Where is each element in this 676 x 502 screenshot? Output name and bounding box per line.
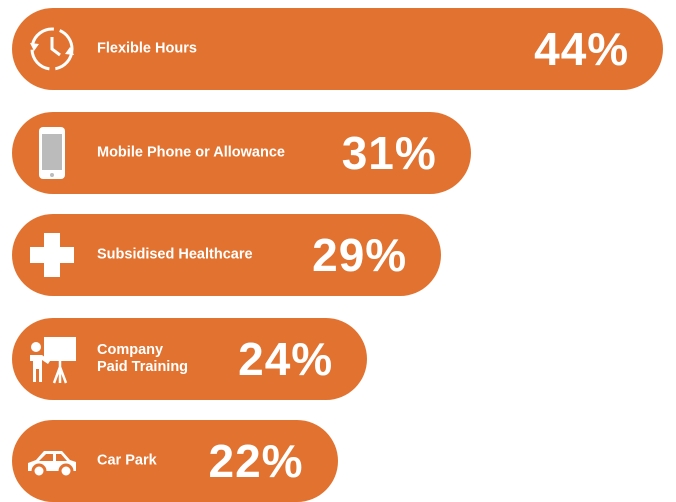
value-label: 44% bbox=[534, 23, 630, 75]
category-label: Flexible Hours bbox=[97, 40, 197, 57]
bar: Car Park 22% bbox=[12, 420, 338, 502]
value-label: 22% bbox=[208, 435, 304, 487]
value-label: 31% bbox=[341, 127, 437, 179]
bar: Company Paid Training 24% bbox=[12, 318, 368, 400]
bar: Mobile Phone or Allowance 31% bbox=[12, 112, 471, 194]
category-label: Car Park bbox=[97, 452, 157, 469]
bar: Flexible Hours 44% bbox=[12, 8, 664, 90]
icon bbox=[30, 233, 74, 277]
bar: Subsidised Healthcare 29% bbox=[12, 214, 442, 296]
category-label: Subsidised Healthcare bbox=[97, 246, 253, 263]
icon bbox=[39, 127, 65, 179]
value-label: 29% bbox=[312, 229, 408, 281]
category-label: Mobile Phone or Allowance bbox=[97, 144, 285, 161]
category-label: Company Paid Training bbox=[97, 342, 189, 375]
icon bbox=[28, 451, 76, 479]
icon bbox=[30, 27, 74, 71]
icon bbox=[30, 337, 76, 384]
value-label: 24% bbox=[238, 333, 334, 385]
